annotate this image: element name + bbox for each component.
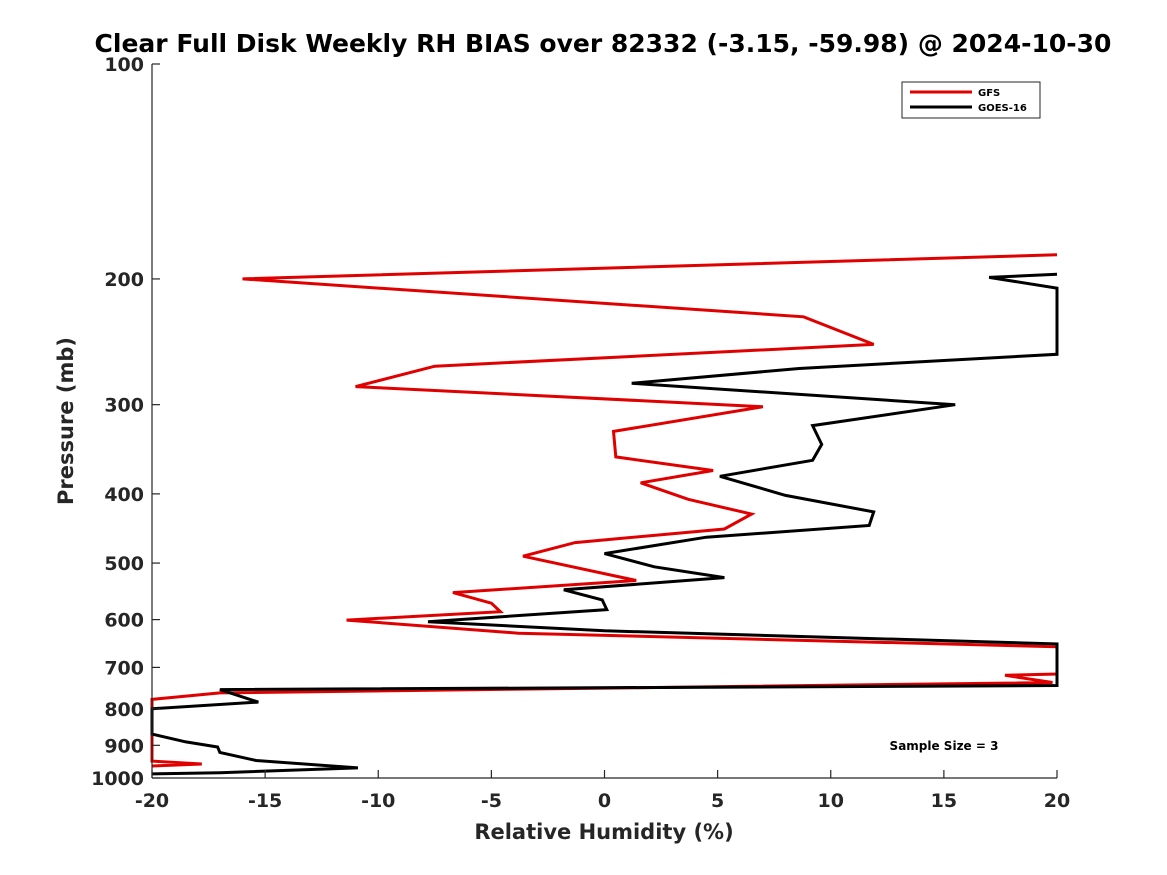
x-tick-label: -15 bbox=[248, 790, 282, 812]
x-tick-label: -5 bbox=[481, 790, 502, 812]
plot-area: -20 -15 -10 -5 0 5 10 15 20 100 200 300 400 500 600 70… bbox=[91, 54, 1070, 812]
y-tick-label: 200 bbox=[104, 269, 144, 291]
y-tick-label: 800 bbox=[104, 699, 144, 721]
x-tick-label: 20 bbox=[1044, 790, 1070, 812]
x-tick-label: -10 bbox=[361, 790, 395, 812]
series-line-gfs bbox=[150, 253, 1059, 768]
x-tick-label: 15 bbox=[931, 790, 957, 812]
y-tick-label: 1000 bbox=[91, 768, 144, 790]
y-tick-label: 500 bbox=[104, 553, 144, 575]
legend-box bbox=[901, 81, 1041, 119]
y-tick-label: 700 bbox=[104, 657, 144, 679]
legend: GFS GOES-16 bbox=[901, 81, 1041, 119]
series-group bbox=[150, 253, 1059, 776]
y-tick-label: 600 bbox=[104, 610, 144, 632]
y-tick-label: 400 bbox=[104, 484, 144, 506]
y-axis-ticks: 100 200 300 400 500 600 700 800 900 1000 bbox=[91, 54, 160, 790]
legend-label-goes16: GOES-16 bbox=[978, 103, 1027, 114]
sample-size-annotation: Sample Size = 3 bbox=[890, 739, 999, 753]
x-axis-label: Relative Humidity (%) bbox=[474, 820, 733, 844]
y-tick-label: 900 bbox=[104, 735, 144, 757]
x-tick-label: 5 bbox=[711, 790, 724, 812]
y-tick-label: 100 bbox=[104, 54, 144, 76]
x-tick-label: 0 bbox=[598, 790, 611, 812]
y-axis-label: Pressure (mb) bbox=[54, 337, 78, 505]
y-tick-label: 300 bbox=[104, 395, 144, 417]
legend-label-gfs: GFS bbox=[978, 88, 1000, 99]
x-tick-label: -20 bbox=[135, 790, 169, 812]
x-tick-label: 10 bbox=[818, 790, 844, 812]
x-axis-ticks: -20 -15 -10 -5 0 5 10 15 20 bbox=[135, 770, 1070, 812]
series-line-goes-16 bbox=[150, 272, 1059, 776]
chart-title: Clear Full Disk Weekly RH BIAS over 8233… bbox=[95, 29, 1112, 58]
